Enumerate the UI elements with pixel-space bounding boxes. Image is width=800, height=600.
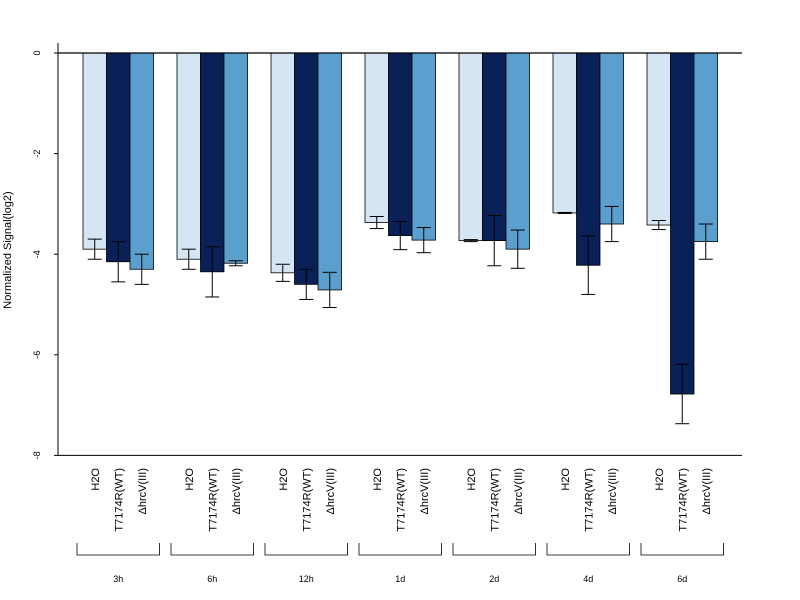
bar: [693, 52, 718, 243]
x-tick-label: ΔhrcV(III): [607, 468, 619, 514]
y-tick-label: -2: [32, 150, 42, 158]
x-tick-label: H2O: [466, 468, 478, 491]
x-tick-label: T7174R(WT): [489, 468, 501, 532]
group-bracket: [546, 543, 630, 556]
bar: [670, 52, 695, 395]
x-tick-label: ΔhrcV(III): [231, 468, 243, 514]
y-tick-label: -4: [32, 250, 42, 258]
bar: [106, 52, 131, 263]
group-bracket: [640, 543, 724, 556]
x-tick-label: H2O: [184, 468, 196, 491]
bar: [552, 52, 577, 214]
x-tick-label: T7174R(WT): [583, 468, 595, 532]
group-bracket: [452, 543, 536, 556]
category-labels: H2O T7174R(WT) ΔhrcV(III) H2O T7174R(WT) Δhrc…: [90, 468, 713, 532]
x-tick-label: H2O: [560, 468, 572, 491]
bar: [505, 52, 530, 250]
x-tick-label: ΔhrcV(III): [137, 468, 149, 514]
bar: [388, 52, 413, 236]
x-tick-label: ΔhrcV(III): [325, 468, 337, 514]
bar: [82, 52, 107, 250]
x-tick-label: T7174R(WT): [395, 468, 407, 532]
bar: [364, 52, 389, 223]
group-label: 4d: [583, 574, 593, 584]
y-tick-label: 0: [32, 50, 42, 55]
x-tick-label: H2O: [654, 468, 666, 491]
bar: [200, 52, 225, 273]
group-bracket: [358, 543, 442, 556]
bar: [458, 52, 483, 242]
x-tick-label: T7174R(WT): [207, 468, 219, 532]
x-tick-label: T7174R(WT): [301, 468, 313, 532]
group-bracket: [170, 543, 254, 556]
x-tick-label: H2O: [90, 468, 102, 491]
x-tick-label: T7174R(WT): [677, 468, 689, 532]
error-bars: [87, 205, 713, 425]
group-label: 2d: [489, 574, 499, 584]
axes: 0 -2 -4 -6 -8: [32, 43, 742, 459]
bar: [646, 52, 671, 226]
group-bracket: [264, 543, 348, 556]
bar: [294, 52, 319, 285]
group-bracket: [76, 543, 160, 556]
bars: [82, 52, 718, 395]
group-label: 1d: [395, 574, 405, 584]
bar: [129, 52, 154, 270]
bar: [599, 52, 624, 225]
x-tick-label: H2O: [372, 468, 384, 491]
group-brackets: 3h 6h 12h 1d 2d 4d 6d: [76, 543, 724, 584]
x-tick-label: ΔhrcV(III): [419, 468, 431, 514]
group-label: 3h: [113, 574, 123, 584]
bar: [576, 52, 601, 266]
bar: [270, 52, 295, 274]
x-tick-label: ΔhrcV(III): [701, 468, 713, 514]
bar: [411, 52, 436, 241]
x-tick-label: T7174R(WT): [113, 468, 125, 532]
group-label: 6h: [207, 574, 217, 584]
bar: [482, 52, 507, 242]
x-tick-label: H2O: [278, 468, 290, 491]
y-tick-label: -8: [32, 451, 42, 459]
bar: [317, 52, 342, 291]
bar: [176, 52, 201, 260]
x-tick-label: ΔhrcV(III): [513, 468, 525, 514]
group-label: 12h: [299, 574, 314, 584]
y-tick-label: -6: [32, 351, 42, 359]
bar: [223, 52, 248, 264]
group-label: 6d: [677, 574, 687, 584]
y-axis-label: Normalized Signal(log2): [2, 191, 14, 308]
